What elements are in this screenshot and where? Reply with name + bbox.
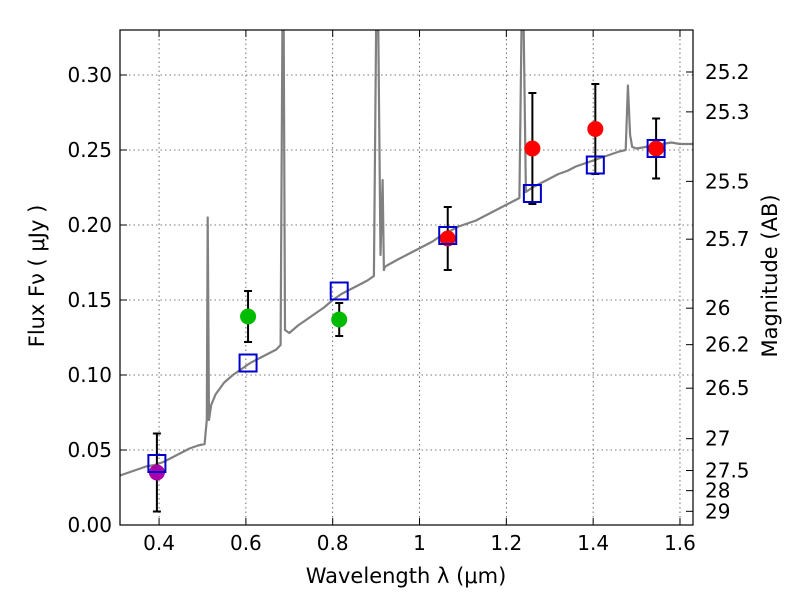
magnitude-tick-label: 27.5 (705, 459, 750, 483)
x-tick-label: 1.2 (490, 531, 522, 555)
y-tick-label: 0.05 (67, 438, 112, 462)
x-tick-label: 0.6 (230, 531, 262, 555)
model-box (147, 454, 167, 473)
x-tick-label: 0.4 (143, 531, 175, 555)
plot-frame (119, 29, 694, 526)
y-tick-label: 0.20 (67, 213, 112, 237)
observed-point-green (331, 311, 348, 328)
magnitude-tick-label: 28 (705, 479, 730, 503)
spectrum-series (120, 30, 693, 477)
y-axis-ticks: 0.00 0.05 0.10 0.15 0.20 0.25 0.30 (67, 63, 127, 537)
model-box (585, 155, 605, 175)
y-tick-label: 0.00 (67, 513, 112, 537)
magnitude-axis-label: Magnitude (AB) (758, 194, 782, 357)
magnitude-tick-label: 26.5 (705, 376, 750, 400)
y-axis-label: Flux Fν ( μJy ) (25, 205, 49, 348)
observed-point-red (439, 230, 456, 247)
model-boxes (147, 139, 666, 473)
x-axis-ticks: 0.4 0.6 0.8 1 1.2 1.4 1.6 (143, 30, 696, 555)
observed-point-red (648, 140, 665, 157)
magnitude-tick-label: 25.3 (705, 100, 750, 124)
y-tick-label: 0.10 (67, 363, 112, 387)
x-tick-label: 1.4 (577, 531, 609, 555)
model-box (329, 281, 349, 301)
magnitude-tick-label: 25.2 (705, 60, 750, 84)
model-box (238, 353, 258, 373)
magnitude-tick-label: 27 (705, 427, 730, 451)
y-tick-label: 0.15 (67, 288, 112, 312)
x-tick-label: 0.8 (317, 531, 349, 555)
observed-point-red (524, 140, 541, 157)
model-box (522, 184, 542, 203)
model-box (646, 139, 666, 158)
observed-point-green (240, 308, 257, 325)
y-tick-label: 0.30 (67, 63, 112, 87)
grid (120, 30, 693, 526)
spectrum-line (120, 30, 693, 477)
magnitude-tick-label: 25.5 (705, 169, 750, 193)
frame-rect (119, 29, 694, 526)
magnitude-tick-label: 26 (705, 296, 730, 320)
magnitude-tick-label: 29 (705, 499, 730, 523)
observed-point-red (587, 121, 604, 137)
x-tick-label: 1 (413, 531, 426, 555)
magnitude-tick-label: 25.7 (705, 227, 750, 251)
model-box (438, 226, 458, 245)
observed-points (148, 121, 665, 481)
x-tick-label: 1.6 (664, 531, 696, 555)
magnitude-tick-label: 26.2 (705, 333, 750, 357)
y-tick-label: 0.25 (67, 138, 112, 162)
x-axis-label: Wavelength λ (μm) (306, 564, 507, 588)
error-bars (152, 83, 661, 513)
